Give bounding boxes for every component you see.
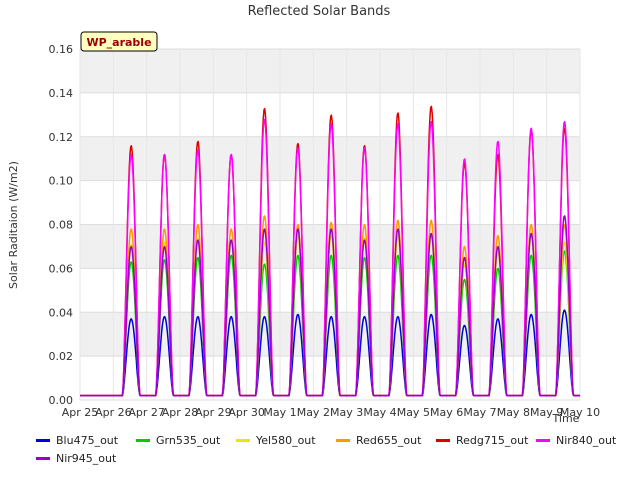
legend-label: Blu475_out [56,434,119,447]
legend-swatch [36,457,50,460]
legend-swatch [36,439,50,442]
legend-label: Grn535_out [156,434,221,447]
legend-item: Redg715_out [436,434,528,447]
annotation-box: WP_arable [80,31,158,52]
y-tick-label: 0.16 [49,43,74,56]
series-line-Blu475_out [79,309,581,397]
legend-swatch [236,439,250,442]
legend-label: Redg715_out [456,434,529,447]
y-tick-labels: 0.00 0.02 0.04 0.06 0.08 0.10 0.12 0.14 0.16 [49,43,74,407]
x-tick-label: May 5 [397,406,430,419]
x-tick-label: May 9 [530,406,563,419]
legend-item: Nir840_out [536,434,616,447]
series-line-Red655_out [79,215,581,397]
legend-swatch [136,439,150,442]
legend-label: Nir945_out [56,452,117,465]
grid-band [80,49,580,93]
legend-item: Grn535_out [136,434,220,447]
chart-title: Reflected Solar Bands [248,4,391,19]
legend-swatch [436,439,450,442]
y-axis-label: Solar Raditaion (W/m2) [7,161,20,289]
x-tick-label: May 8 [497,406,530,419]
y-tick-label: 0.06 [49,262,74,275]
series-layer [79,105,581,397]
legend-swatch [536,439,550,442]
x-tick-label: Apr 28 [162,406,199,419]
legend-item: Blu475_out [36,434,118,447]
x-axis-label: Time [552,412,580,425]
x-tick-label: Apr 27 [128,406,165,419]
legend-item: Nir945_out [36,452,116,465]
legend-label: Nir840_out [556,434,617,447]
x-tick-label: May 10 [560,406,600,419]
legend-label: Red655_out [356,434,422,447]
legend-item: Yel580_out [236,434,316,447]
grid-lines [79,48,581,401]
x-tick-label: Apr 26 [95,406,132,419]
x-tick-label: May 7 [463,406,496,419]
x-tick-label: May 4 [363,406,396,419]
x-tick-label: May 1 [263,406,296,419]
legend-swatch [336,439,350,442]
y-tick-label: 0.00 [49,394,74,407]
y-tick-label: 0.04 [49,306,74,319]
y-tick-label: 0.08 [49,219,74,232]
x-tick-label: May 2 [297,406,330,419]
y-tick-label: 0.02 [49,350,74,363]
series-line-Nir840_out [79,118,581,397]
y-tick-label: 0.12 [49,131,74,144]
legend-item: Red655_out [336,434,421,447]
x-tick-label: Apr 29 [195,406,232,419]
series-line-Grn535_out [79,250,581,397]
x-tick-label: Apr 25 [62,406,99,419]
x-tick-label: Apr 30 [228,406,265,419]
x-tick-label: May 3 [330,406,363,419]
y-tick-label: 0.14 [49,87,74,100]
legend-label: Yel580_out [256,434,316,447]
y-tick-label: 0.10 [49,175,74,188]
x-tick-label: May 6 [430,406,463,419]
annotation-label: WP_arable [86,36,151,49]
series-line-Nir945_out [79,215,581,397]
